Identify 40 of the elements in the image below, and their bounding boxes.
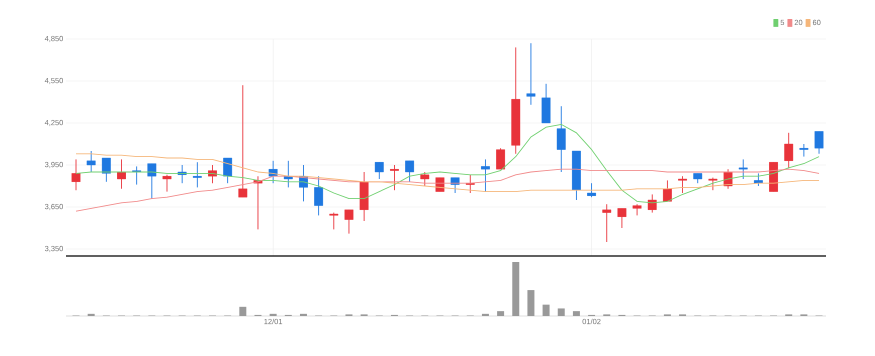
bar — [239, 306, 246, 316]
candlestick — [556, 106, 566, 172]
candlestick — [662, 180, 672, 202]
candlestick — [223, 158, 232, 184]
candlestick — [86, 150, 96, 172]
candlestick — [374, 162, 384, 180]
candlestick — [784, 132, 794, 168]
candlestick — [708, 177, 718, 191]
bar — [497, 311, 504, 316]
candlestick — [526, 42, 536, 106]
candlestick — [602, 204, 612, 242]
candlestick — [587, 182, 596, 198]
candlestick — [162, 174, 172, 192]
candlestick — [314, 176, 324, 216]
candlestick — [147, 163, 156, 200]
candlestick — [648, 194, 657, 214]
candlestick — [102, 158, 111, 182]
bar — [542, 304, 550, 316]
candlestick — [420, 172, 430, 186]
candlestick — [480, 158, 490, 192]
bar — [512, 262, 520, 316]
candlestick — [344, 209, 354, 234]
candlestick — [693, 172, 702, 184]
candlestick — [814, 130, 824, 154]
candlestick — [390, 164, 399, 191]
candlestick — [72, 158, 80, 191]
candlestick — [192, 162, 202, 188]
candlestick — [678, 176, 688, 194]
bar — [558, 308, 565, 316]
candlestick — [238, 84, 248, 198]
candlestick — [117, 158, 126, 190]
candlestick — [799, 144, 808, 158]
candlestick — [496, 148, 506, 170]
bar — [527, 290, 534, 316]
candlestick — [632, 204, 642, 216]
bar — [572, 311, 580, 316]
candlestick — [738, 158, 748, 180]
candlestick — [405, 160, 414, 182]
candlestick — [617, 208, 626, 228]
candlestick — [329, 212, 338, 230]
